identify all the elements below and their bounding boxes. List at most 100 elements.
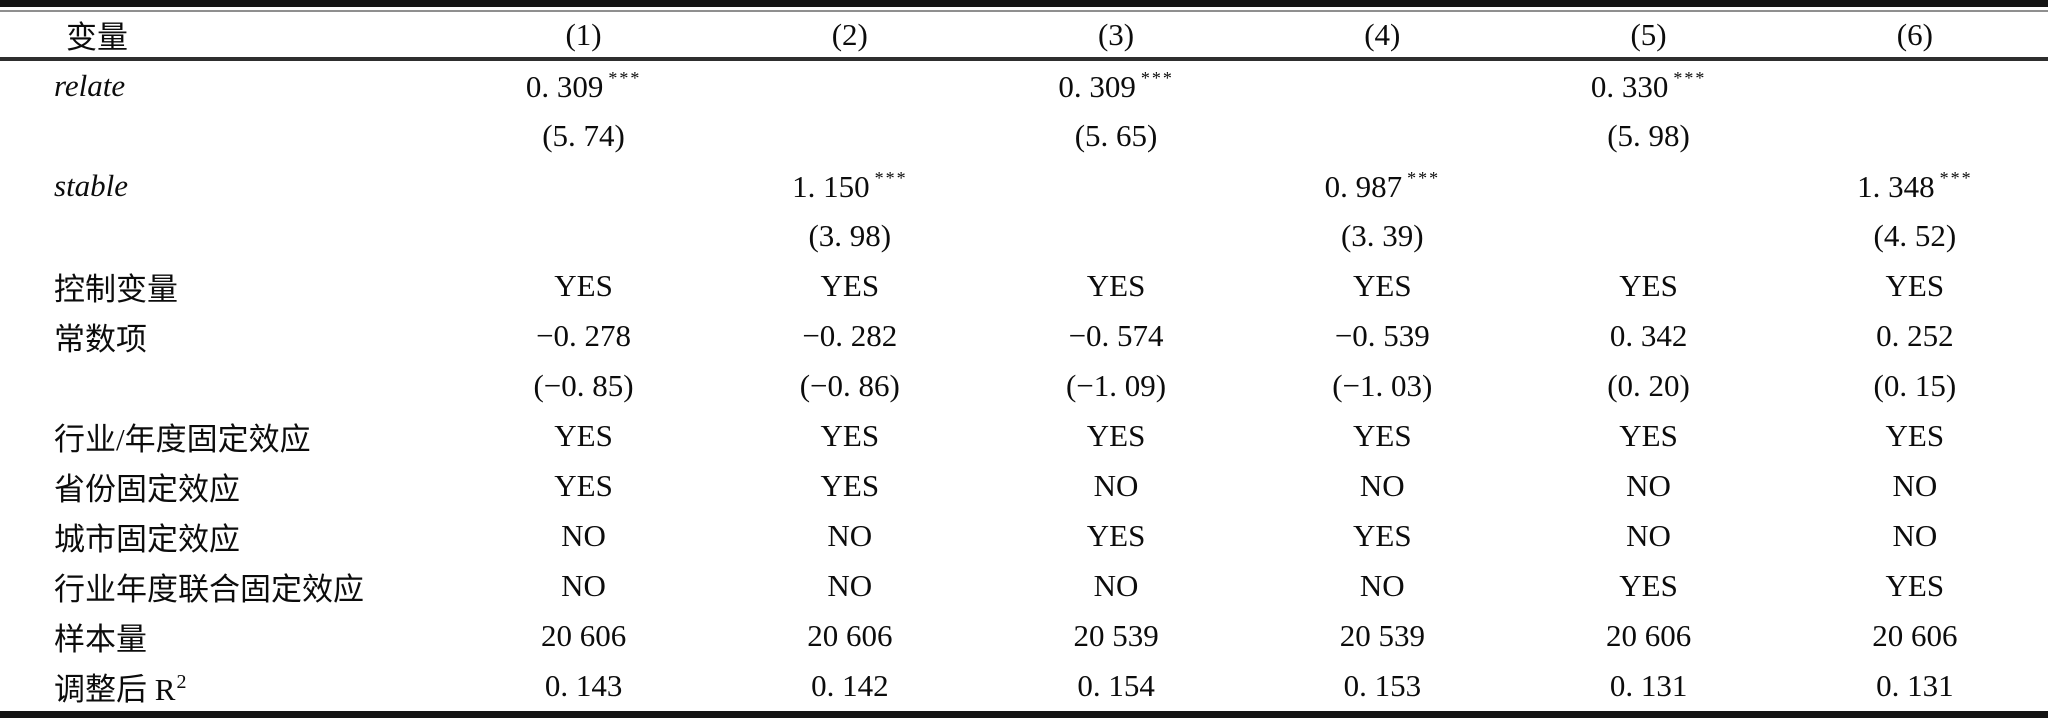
cell: YES [1353,418,1412,453]
cell: YES [820,268,880,303]
cell [1515,211,1781,261]
row-label: 城市固定效应 [54,521,240,557]
header-col-1: (1) [450,12,717,61]
cell: 20 606 [1605,618,1692,653]
cell: (−1. 03) [1332,368,1433,403]
cell: NO [1093,468,1139,503]
cell: NO [1626,518,1671,553]
cell: −0. 539 [1334,318,1430,353]
cell: (0. 20) [1607,368,1690,403]
cell [1782,111,2048,161]
cell: (0. 15) [1873,368,1957,403]
cell: YES [1619,418,1678,453]
cell: 0. 153 [1249,661,1516,718]
cell: YES [554,468,613,503]
cell: 0. 342 [1609,318,1688,353]
row-label [0,211,450,261]
table-row-constant-coef: 常数项 −0. 278 −0. 282 −0. 574 −0. 539 0. 3… [0,311,2048,361]
cell: YES [1885,568,1945,603]
cell: −0. 278 [536,318,632,353]
cell [717,59,983,111]
cell: 0. 131 [1781,661,2048,718]
cell: NO [1892,468,1938,503]
cell: YES [820,418,880,453]
cell: 1. 348 *** [1782,161,2048,211]
cell: NO [827,568,873,603]
header-row: 变量 (1) (2) (3) (4) (5) (6) [0,12,2048,61]
regression-table: 变量 (1) (2) (3) (4) (5) (6) relate 0. 309… [0,12,2048,718]
row-label: 行业年度联合固定效应 [54,571,364,607]
r2-superscript: 2 [176,670,187,693]
cell: (5. 65) [1074,118,1158,153]
cell: NO [1093,568,1139,603]
table-row-stable-tstat: (3. 98) (3. 39) (4. 52) [0,211,2048,261]
table-top-rule-gap [0,7,2048,10]
cell: NO [561,518,606,553]
header-col-2: (2) [716,12,983,61]
row-label: 调整后 R2 [0,661,451,718]
table-row-industry-year-joint-fe: 行业年度联合固定效应 NO NO NO NO YES YES [0,561,2048,611]
table-row-industry-year-fe: 行业/年度固定效应 YES YES YES YES YES YES [0,411,2048,461]
cell: 0. 330 *** [1515,59,1781,111]
cell: 20 606 [807,618,893,653]
header-col-3: (3) [982,12,1250,61]
header-col-5: (5) [1515,12,1782,61]
cell [1249,111,1515,161]
cell: −0. 574 [1068,318,1164,353]
cell: −0. 282 [802,318,898,353]
table-row-stable-coef: stable 1. 150 *** 0. 987 *** 1. 348 *** [0,161,2048,211]
cell: YES [1086,518,1146,553]
cell: 0. 143 [450,661,717,718]
cell: NO [827,518,873,553]
cell: 0. 154 [982,661,1250,718]
significance-stars: *** [1407,167,1441,188]
row-label: 控制变量 [54,271,178,307]
cell: NO [561,568,606,603]
significance-stars: *** [874,167,908,188]
cell: 0. 309 *** [983,59,1249,111]
cell: (−0. 85) [533,368,634,403]
cell: YES [820,468,880,503]
cell: (3. 98) [808,218,892,253]
table-row-constant-tstat: (−0. 85) (−0. 86) (−1. 09) (−1. 03) (0. … [0,361,2048,411]
cell [450,211,716,261]
row-label: 行业/年度固定效应 [54,421,311,457]
cell-value: 0. 309 [525,68,604,104]
cell: 0. 987 *** [1249,161,1515,211]
cell: YES [1619,568,1678,603]
cell: 0. 142 [716,661,983,718]
significance-stars: *** [1140,67,1174,88]
significance-stars: *** [608,67,642,88]
row-label: 常数项 [54,321,147,357]
cell: NO [1359,468,1405,503]
cell: (5. 98) [1607,118,1690,153]
row-label: relate [54,68,126,103]
table-row-controls: 控制变量 YES YES YES YES YES YES [0,261,2048,311]
row-label-text: 调整后 R [54,671,176,707]
cell-value: 0. 309 [1058,68,1136,104]
cell: (−1. 09) [1065,368,1167,403]
cell: (−0. 86) [799,368,900,403]
cell: YES [1086,418,1146,453]
cell: YES [1353,268,1412,303]
cell: YES [1086,268,1146,303]
table-row-city-fe: 城市固定效应 NO NO YES YES NO NO [0,511,2048,561]
header-col-6: (6) [1781,12,2048,61]
cell [983,161,1249,211]
table-row-relate-tstat: (5. 74) (5. 65) (5. 98) [0,111,2048,161]
table-top-rule-thin [0,10,2048,12]
cell-value: 0. 330 [1590,68,1669,104]
row-label: 样本量 [54,621,147,657]
cell: YES [1619,268,1678,303]
cell: YES [554,418,613,453]
cell: YES [1353,518,1412,553]
cell: 20 606 [540,618,627,653]
cell: NO [1892,518,1938,553]
cell: 20 606 [1872,618,1958,653]
cell: (4. 52) [1873,218,1957,253]
significance-stars: *** [1939,167,1973,188]
cell [1249,59,1515,111]
table-row-relate-coef: relate 0. 309 *** 0. 309 *** 0. 330 *** [0,59,2048,111]
header-col-4: (4) [1249,12,1516,61]
